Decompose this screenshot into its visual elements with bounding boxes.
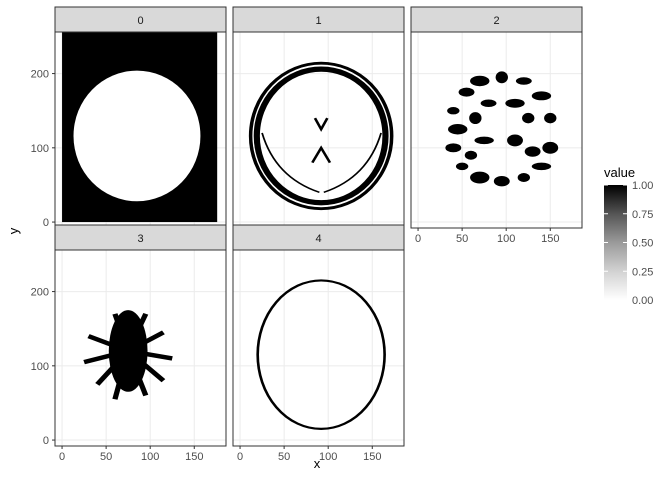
facet-strip-label: 0 xyxy=(137,15,143,27)
legend-tick-label: 1.00 xyxy=(632,180,653,192)
facet-strip xyxy=(54,6,227,33)
heatmap-tiles xyxy=(248,61,394,211)
legend-tick-label: 0.00 xyxy=(632,295,653,307)
y-axis-title: y xyxy=(6,227,21,234)
legend-tick-label: 0.50 xyxy=(632,238,653,250)
panel-border xyxy=(410,31,583,229)
legend-title: value xyxy=(604,165,635,180)
y-tick-label: 100 xyxy=(31,143,49,155)
facet-strip-label: 2 xyxy=(493,15,499,27)
y-tick-label: 100 xyxy=(31,361,49,373)
facet-panel: 3 xyxy=(54,224,227,447)
y-tick-label: 200 xyxy=(31,287,49,299)
legend-ticks: 0.00 0.25 0.50 0.75 1.00 xyxy=(604,180,653,307)
color-legend: value 0.00 0.25 0.50 0.75 1.00 xyxy=(604,165,653,307)
facet-panel: 0 xyxy=(54,6,227,229)
facet-panel: 4 xyxy=(232,224,405,447)
x-tick-label: 100 xyxy=(497,233,515,245)
y-tick-label: 200 xyxy=(31,69,49,81)
y-tick-label: 0 xyxy=(43,435,49,447)
panel-background xyxy=(411,32,582,228)
facet-strip-label: 4 xyxy=(315,233,321,245)
x-tick-label: 100 xyxy=(141,451,159,463)
x-tick-label: 0 xyxy=(237,451,243,463)
heatmap-tiles xyxy=(445,71,559,187)
x-tick-label: 100 xyxy=(319,451,337,463)
heatmap-tiles xyxy=(62,32,218,223)
facet-panel: 2 xyxy=(410,6,583,229)
axis-ticks: 0 100 200 0 50 100 150 0 100 200 0 50 100 150 0 50 100 15… xyxy=(31,69,560,463)
panel-border xyxy=(54,249,227,447)
x-tick-label: 150 xyxy=(185,451,203,463)
x-axis-title: x xyxy=(314,456,321,471)
x-tick-label: 0 xyxy=(59,451,65,463)
x-tick-label: 0 xyxy=(415,233,421,245)
y-tick-label: 0 xyxy=(43,217,49,229)
facet-strip-label: 1 xyxy=(315,15,321,27)
facet-panel: 1 xyxy=(232,6,405,229)
x-tick-label: 150 xyxy=(363,451,381,463)
legend-tick-label: 0.75 xyxy=(632,209,653,221)
x-tick-label: 50 xyxy=(100,451,112,463)
heatmap-tiles xyxy=(256,279,386,431)
panel-border xyxy=(232,249,405,447)
facet-panels: 0 1 2 3 4 xyxy=(54,6,583,447)
legend-colorbar xyxy=(604,185,627,300)
legend-tick-label: 0.25 xyxy=(632,266,653,278)
x-tick-label: 150 xyxy=(541,233,559,245)
facet-strip-label: 3 xyxy=(137,233,143,245)
x-tick-label: 50 xyxy=(278,451,290,463)
facet-strip xyxy=(54,224,227,251)
heatmap-tiles xyxy=(83,310,173,400)
panel-background xyxy=(233,250,404,446)
x-tick-label: 50 xyxy=(456,233,468,245)
